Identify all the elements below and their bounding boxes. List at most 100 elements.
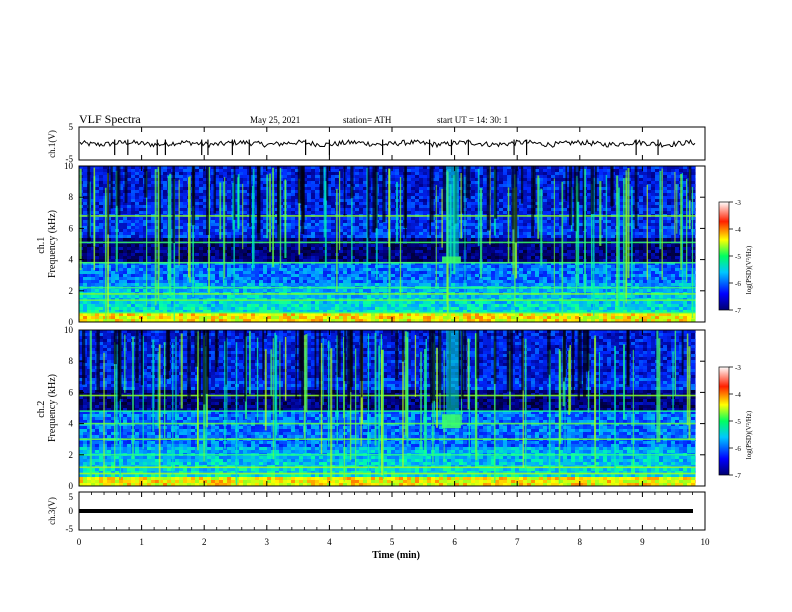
spectrogram-cell: [643, 256, 648, 260]
spectrogram-cell: [595, 250, 600, 254]
spectrogram-cell: [671, 178, 676, 182]
spectrogram-cell: [291, 250, 296, 254]
spectrogram-cell: [163, 199, 168, 203]
spectrogram-cell: [619, 193, 624, 197]
spectrogram-cell: [467, 199, 472, 203]
spectrogram-cell: [287, 202, 292, 206]
spectrogram-cell: [235, 217, 240, 221]
spectrogram-cell: [363, 196, 368, 200]
spectrogram-cell: [243, 187, 248, 191]
spectrogram-cell: [259, 208, 264, 212]
spectrogram-cell: [471, 256, 476, 260]
spectrogram-cell: [83, 208, 88, 212]
spectrogram-cell: [99, 178, 104, 182]
spectrogram-cell: [219, 250, 224, 254]
spectrogram-cell: [527, 226, 532, 230]
spectrogram-cell: [643, 211, 648, 215]
spectrogram-cell: [175, 205, 180, 209]
spectrogram-cell: [307, 247, 312, 251]
spectrogram-cell: [691, 178, 696, 182]
spectrogram-cell: [563, 232, 568, 236]
spectrogram-cell: [391, 181, 396, 185]
spectrogram-cell: [159, 181, 164, 185]
spectrogram-cell: [151, 172, 156, 176]
ch1-waveform-trace: [79, 138, 696, 149]
spectrogram-cell: [667, 238, 672, 242]
spectrogram-cell: [291, 169, 296, 173]
spectrogram-cell: [587, 250, 592, 254]
spectrogram-cell: [495, 256, 500, 260]
spectrogram-cell: [651, 226, 656, 230]
spectrogram-cell: [399, 178, 404, 182]
spectrogram-cell: [139, 226, 144, 230]
spectrogram-cell: [295, 208, 300, 212]
spectrogram-cell: [623, 235, 628, 239]
spectrogram-cell: [103, 172, 108, 176]
spectrogram-cell: [139, 217, 144, 221]
spectrogram-cell: [91, 256, 96, 260]
spectrogram-cell: [643, 208, 648, 212]
spectrogram-cell: [135, 223, 140, 227]
spectrogram-cell: [527, 202, 532, 206]
spectrogram-cell: [215, 229, 220, 233]
spectrogram-cell: [587, 196, 592, 200]
spectrogram-cell: [259, 223, 264, 227]
spectrogram-cell: [227, 181, 232, 185]
spectrogram-cell: [515, 253, 520, 257]
spectrogram-cell: [631, 196, 636, 200]
spectrogram-cell: [183, 205, 188, 209]
spectrogram-cell: [399, 253, 404, 257]
spectrogram-cell: [87, 247, 92, 251]
spectrogram-cell: [631, 259, 636, 263]
spectrogram-cell: [123, 238, 128, 242]
spectrogram-cell: [111, 199, 116, 203]
spectrogram-cell: [439, 199, 444, 203]
spectrogram-cell: [135, 232, 140, 236]
spectrogram-cell: [223, 166, 228, 170]
spectrogram-cell: [439, 205, 444, 209]
spectrogram-cell: [231, 247, 236, 251]
spectrogram-cell: [639, 184, 644, 188]
spectrogram-cell: [295, 166, 300, 170]
spectrogram-cell: [111, 175, 116, 179]
spectrogram-cell: [359, 226, 364, 230]
spectrogram-cell: [307, 229, 312, 233]
spectrogram-cell: [147, 184, 152, 188]
spectrogram-cell: [399, 190, 404, 194]
spectrogram-cell: [655, 199, 660, 203]
spectrogram-cell: [631, 250, 636, 254]
spectrogram-cell: [623, 208, 628, 212]
spectrogram-cell: [315, 190, 320, 194]
spectrogram-cell: [211, 253, 216, 257]
spectrogram-cell: [347, 178, 352, 182]
spectrogram-cell: [239, 205, 244, 209]
spectrogram-cell: [671, 235, 676, 239]
spectrogram-cell: [347, 217, 352, 221]
spectrogram-cell: [215, 226, 220, 230]
spectrogram-cell: [87, 259, 92, 263]
spectrogram-cell: [327, 250, 332, 254]
spectrogram-cell: [359, 259, 364, 263]
spectrogram-cell: [247, 250, 252, 254]
spectrogram-cell: [243, 199, 248, 203]
spectrogram-cell: [427, 208, 432, 212]
spectrogram-cell: [619, 181, 624, 185]
spectrogram-cell: [203, 181, 208, 185]
spectrogram-cell: [663, 226, 668, 230]
spectrogram-cell: [599, 172, 604, 176]
spectrogram-cell: [691, 259, 696, 263]
spectrogram-cell: [307, 250, 312, 254]
spectrogram-cell: [523, 205, 528, 209]
spectrogram-cell: [411, 217, 416, 221]
spectrogram-cell: [527, 235, 532, 239]
spectrogram-cell: [143, 223, 148, 227]
spectrogram-cell: [315, 211, 320, 215]
spectrogram-cell: [499, 229, 504, 233]
spectrogram-cell: [303, 184, 308, 188]
spectrogram-cell: [603, 184, 608, 188]
spectrogram-cell: [407, 256, 412, 260]
spectrogram-cell: [159, 187, 164, 191]
spectrogram-cell: [691, 226, 696, 230]
spectrogram-cell: [119, 196, 124, 200]
spectrogram-cell: [243, 205, 248, 209]
